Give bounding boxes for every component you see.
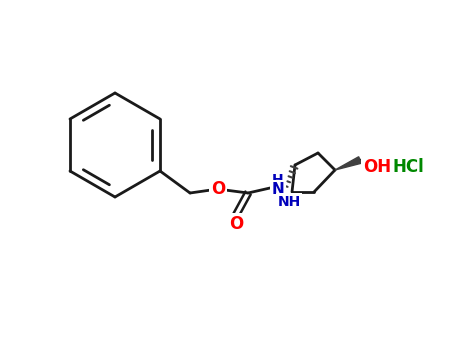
Text: O: O — [211, 180, 225, 198]
Text: OH: OH — [363, 158, 391, 176]
Text: O: O — [229, 215, 243, 233]
Text: NH: NH — [278, 195, 301, 209]
Text: H: H — [272, 173, 284, 187]
Text: HCl: HCl — [392, 158, 424, 176]
Polygon shape — [335, 157, 361, 170]
Text: N: N — [272, 182, 284, 196]
